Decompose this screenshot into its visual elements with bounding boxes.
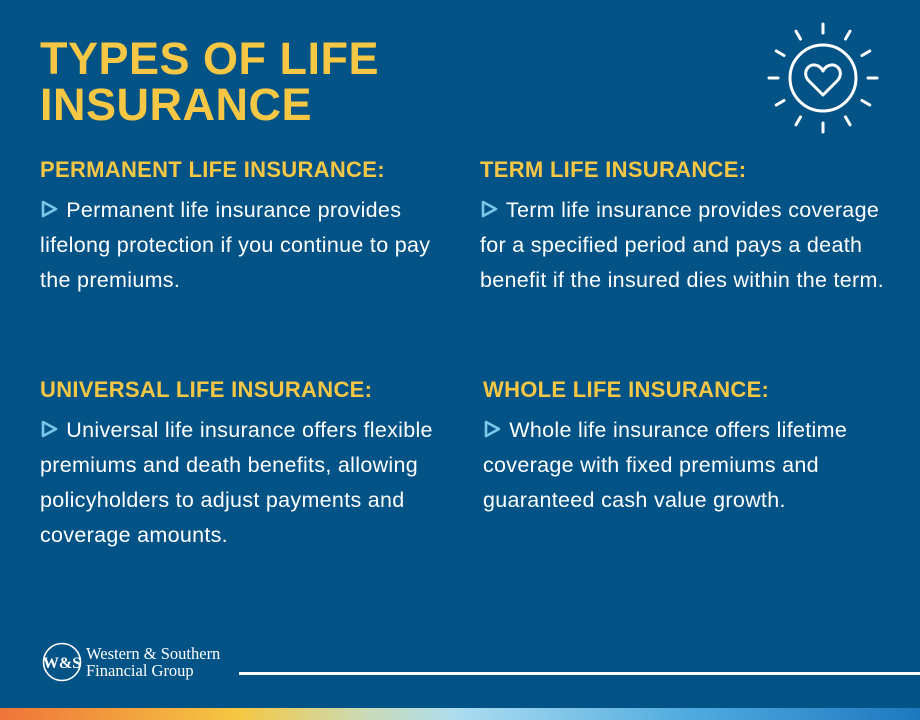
section-text: Whole life insurance offers lifetime cov… bbox=[483, 418, 848, 512]
bullet-triangle-icon bbox=[41, 420, 58, 438]
company-logo: W&S Western & Southern Financial Group bbox=[42, 642, 220, 682]
section-heading: TERM LIFE INSURANCE: bbox=[480, 157, 747, 182]
sun-ray bbox=[860, 99, 872, 107]
section-whole: WHOLE LIFE INSURANCE: Whole life insuran… bbox=[483, 377, 903, 518]
section-heading: PERMANENT LIFE INSURANCE: bbox=[40, 157, 385, 182]
bullet-triangle-icon bbox=[484, 420, 501, 438]
sun-ray bbox=[860, 49, 872, 57]
sun-ray bbox=[774, 49, 786, 57]
ws-monogram-icon: W&S bbox=[42, 642, 82, 682]
sun-ray bbox=[844, 29, 852, 41]
page-title: TYPES OF LIFE INSURANCE bbox=[40, 36, 379, 128]
section-text: Term life insurance provides coverage fo… bbox=[480, 198, 884, 292]
title-line-1: TYPES OF LIFE bbox=[40, 33, 380, 84]
sun-heart-icon bbox=[767, 22, 879, 134]
gradient-bar bbox=[0, 708, 920, 720]
section-text: Permanent life insurance provides lifelo… bbox=[40, 198, 431, 292]
logo-line-2: Financial Group bbox=[86, 661, 194, 680]
bullet-triangle-icon bbox=[481, 200, 498, 218]
bullet-triangle-icon bbox=[41, 200, 58, 218]
section-term: TERM LIFE INSURANCE: Term life insurance… bbox=[480, 157, 900, 298]
sun-ray bbox=[794, 29, 802, 41]
sun-ray bbox=[794, 115, 802, 127]
section-text: Universal life insurance offers flexible… bbox=[40, 418, 433, 547]
sun-ray bbox=[774, 99, 786, 107]
svg-text:W&S: W&S bbox=[43, 655, 81, 672]
sun-ray bbox=[844, 115, 852, 127]
section-permanent: PERMANENT LIFE INSURANCE: Permanent life… bbox=[40, 157, 460, 298]
title-line-2: INSURANCE bbox=[40, 79, 313, 130]
section-universal: UNIVERSAL LIFE INSURANCE: Universal life… bbox=[40, 377, 460, 553]
logo-line-1: Western & Southern bbox=[86, 644, 221, 663]
section-heading: WHOLE LIFE INSURANCE: bbox=[483, 377, 770, 402]
section-heading: UNIVERSAL LIFE INSURANCE: bbox=[40, 377, 373, 402]
divider-line bbox=[239, 672, 920, 675]
